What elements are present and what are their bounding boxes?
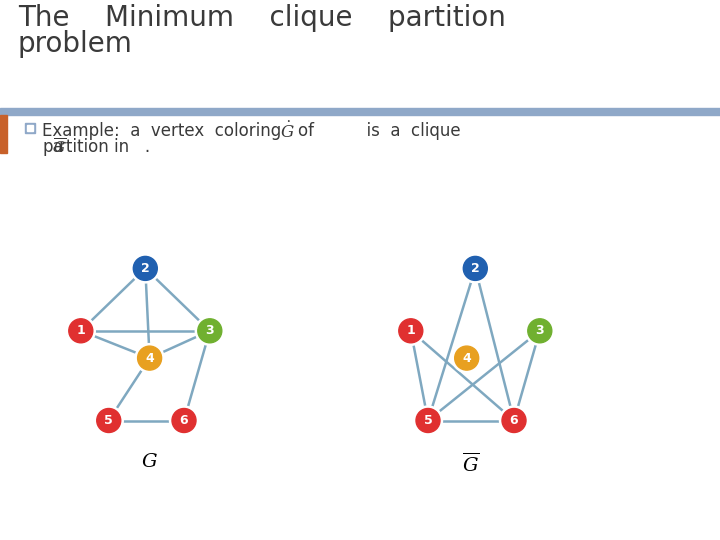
Circle shape — [135, 343, 164, 373]
Circle shape — [66, 316, 95, 345]
Circle shape — [463, 256, 487, 280]
Circle shape — [502, 408, 526, 433]
Text: of          is  a  clique: of is a clique — [298, 122, 461, 140]
Circle shape — [195, 316, 225, 345]
Circle shape — [172, 408, 196, 433]
Circle shape — [461, 254, 490, 283]
Circle shape — [399, 319, 423, 343]
Text: pa: pa — [42, 138, 63, 156]
Bar — [0, 115, 7, 153]
Circle shape — [169, 406, 199, 435]
Circle shape — [198, 319, 222, 343]
Circle shape — [96, 408, 121, 433]
Text: 3: 3 — [536, 325, 544, 338]
Circle shape — [94, 406, 123, 435]
Circle shape — [452, 343, 481, 373]
Circle shape — [131, 254, 160, 283]
Circle shape — [133, 256, 157, 280]
Text: The    Minimum    clique    partition: The Minimum clique partition — [18, 4, 506, 32]
Text: $\overline{G}$: $\overline{G}$ — [53, 137, 66, 156]
Text: 5: 5 — [423, 414, 433, 427]
Circle shape — [455, 346, 479, 370]
Circle shape — [500, 406, 528, 435]
Circle shape — [138, 346, 161, 370]
Text: 4: 4 — [462, 352, 471, 365]
Circle shape — [526, 316, 554, 345]
Text: 6: 6 — [510, 414, 518, 427]
Text: 2: 2 — [471, 262, 480, 275]
Text: problem: problem — [18, 30, 133, 58]
Bar — [27, 125, 33, 131]
Text: $G$: $G$ — [141, 452, 158, 471]
Text: 1: 1 — [76, 325, 85, 338]
Text: 6: 6 — [180, 414, 189, 427]
Circle shape — [528, 319, 552, 343]
Text: Example:  a  vertex  coloring: Example: a vertex coloring — [42, 122, 282, 140]
Bar — [0, 108, 720, 115]
Text: rtition in   .: rtition in . — [59, 138, 150, 156]
Text: $\overline{G}$: $\overline{G}$ — [462, 452, 480, 476]
Bar — [25, 123, 35, 133]
Circle shape — [69, 319, 93, 343]
Text: 5: 5 — [104, 414, 113, 427]
Text: 3: 3 — [205, 325, 214, 338]
Text: 2: 2 — [141, 262, 150, 275]
Circle shape — [416, 408, 440, 433]
Text: 1: 1 — [406, 325, 415, 338]
Text: $\dot{G}$: $\dot{G}$ — [280, 122, 294, 142]
Circle shape — [413, 406, 443, 435]
Circle shape — [396, 316, 426, 345]
Text: 4: 4 — [145, 352, 154, 365]
